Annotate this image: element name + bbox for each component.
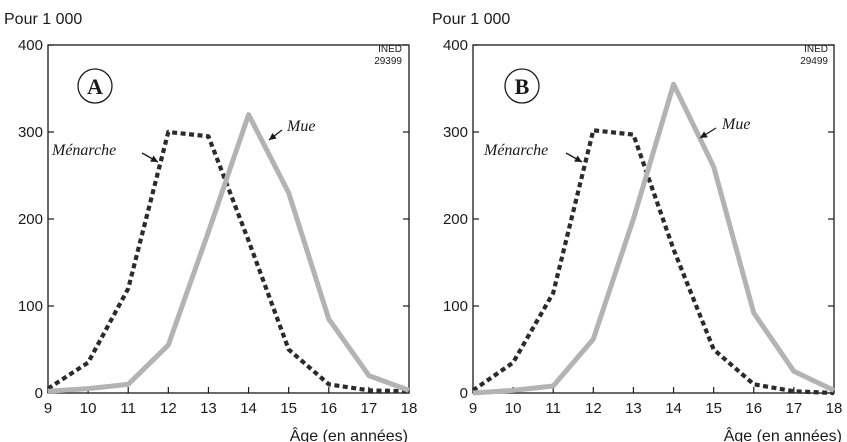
y-tick-label: 0 [35, 385, 43, 402]
y-tick-label: 200 [443, 211, 468, 228]
y-tick-label: 100 [443, 298, 468, 315]
series-label-menarche: Ménarche [51, 142, 116, 159]
x-tick-label: 10 [505, 400, 522, 417]
series-arrowhead-menarche [574, 155, 582, 162]
x-tick-label: 9 [469, 400, 477, 417]
series-label-mue: Mue [721, 116, 750, 133]
x-tick-label: 16 [745, 400, 762, 417]
x-tick-label: 11 [545, 400, 561, 417]
x-tick-label: 12 [160, 400, 177, 417]
source-label: INED [804, 44, 828, 55]
panel-letter-circle [77, 68, 113, 104]
y-tick-label: 200 [18, 211, 43, 228]
series-line-mue [47, 112, 410, 394]
x-tick-label: 17 [361, 400, 378, 417]
x-tick-label: 16 [320, 400, 337, 417]
panel-letter: A [87, 74, 103, 99]
chart-panel-a: Pour 1 000 0 100 200 300 400 9 10 11 12 13 14 15 16 17… [4, 11, 417, 442]
x-tick-label: 13 [625, 400, 642, 417]
series-line-menarche [471, 128, 835, 396]
x-tick-label: 12 [585, 400, 602, 417]
source-label: INED [378, 44, 402, 55]
x-tick-label: 15 [280, 400, 297, 417]
unit-label: Pour 1 000 [432, 11, 510, 28]
source-number: 29399 [374, 56, 402, 67]
x-tick-label: 18 [826, 400, 843, 417]
series-arrowhead-mue [700, 131, 708, 138]
x-tick-label: 9 [44, 400, 52, 417]
series-line-menarche [46, 129, 410, 394]
x-tick-label: 14 [665, 400, 682, 417]
y-tick-label: 300 [443, 124, 468, 141]
series-label-mue: Mue [286, 118, 315, 135]
x-axis-label: Âge (en années) [290, 426, 408, 442]
y-tick-label: 400 [18, 37, 43, 54]
y-tick-label: 0 [460, 385, 468, 402]
panel-letter: B [515, 74, 530, 99]
y-tick-label: 100 [18, 298, 43, 315]
source-number: 29499 [800, 56, 828, 67]
x-tick-label: 18 [401, 400, 418, 417]
x-tick-label: 15 [705, 400, 722, 417]
series-label-menarche: Ménarche [483, 142, 548, 159]
x-tick-label: 10 [80, 400, 97, 417]
chart-panel-b: Pour 1 000 0 100 200 300 400 9 10 11 12 13 14 15 16 17… [432, 11, 842, 442]
panel-letter-circle [504, 68, 540, 104]
y-tick-label: 300 [18, 124, 43, 141]
x-tick-label: 14 [240, 400, 257, 417]
series-line-mue [472, 81, 836, 396]
unit-label: Pour 1 000 [4, 11, 82, 28]
y-tick-label: 400 [443, 37, 468, 54]
x-axis-label: Âge (en années) [724, 426, 842, 442]
x-tick-label: 11 [120, 400, 136, 417]
x-tick-label: 17 [786, 400, 803, 417]
x-tick-label: 13 [200, 400, 217, 417]
series-arrowhead-menarche [150, 155, 158, 162]
series-arrowhead-mue [269, 132, 277, 140]
